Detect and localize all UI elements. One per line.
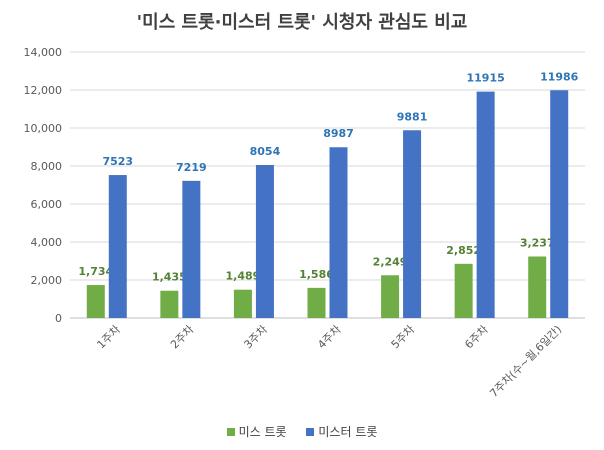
bar-series-2: [476, 91, 495, 319]
legend-swatch-series-1: [226, 428, 235, 436]
data-label-series-1: 1,586: [299, 268, 334, 281]
legend-label-series-1: 미스 트롯: [238, 425, 287, 439]
y-tick-label: 14,000: [24, 46, 63, 59]
y-tick-label: 0: [55, 312, 62, 325]
data-label-series-1: 1,489: [226, 270, 261, 283]
data-label-series-2: 11986: [540, 70, 579, 83]
legend-item-series-2: 미스터 트롯: [306, 423, 377, 440]
legend-item-series-1: 미스 트롯: [226, 423, 287, 440]
x-tick-label: 3주차: [242, 323, 270, 351]
bar-series-2: [255, 164, 274, 318]
y-tick-label: 6,000: [31, 198, 63, 211]
legend-label-series-2: 미스터 트롯: [318, 425, 378, 439]
y-tick-label: 10,000: [24, 122, 63, 135]
bar-series-1: [86, 285, 105, 318]
bar-series-2: [550, 90, 569, 319]
bar-series-2: [108, 175, 127, 318]
data-label-series-1: 2,249: [373, 255, 408, 268]
y-tick-label: 2,000: [31, 274, 63, 287]
data-label-series-1: 3,237: [520, 236, 555, 249]
x-tick-label: 5주차: [389, 323, 417, 351]
data-label-series-2: 7219: [176, 161, 207, 174]
legend: 미스 트롯 미스터 트롯: [0, 423, 604, 440]
x-tick-label: 4주차: [315, 323, 343, 351]
data-label-series-2: 8987: [323, 127, 354, 140]
bar-series-1: [381, 275, 400, 318]
x-tick-label: 6주차: [462, 323, 490, 351]
data-label-series-2: 7523: [102, 155, 133, 168]
data-label-series-2: 8054: [250, 145, 281, 158]
legend-swatch-series-2: [306, 428, 315, 436]
x-tick-label: 1주차: [94, 323, 122, 351]
bar-series-1: [454, 263, 473, 318]
data-label-series-1: 1,734: [78, 265, 113, 278]
data-label-series-2: 9881: [397, 110, 428, 123]
data-label-series-1: 2,852: [446, 244, 481, 257]
y-tick-label: 4,000: [31, 236, 63, 249]
bar-series-1: [528, 256, 547, 318]
bar-series-1: [233, 289, 252, 318]
bar-series-2: [329, 147, 348, 318]
data-label-series-2: 11915: [467, 72, 505, 85]
x-tick-label: 2주차: [168, 323, 196, 351]
y-tick-label: 8,000: [31, 160, 63, 173]
y-tick-label: 12,000: [24, 84, 63, 97]
x-tick-label: 7주차(수~월,6일간): [487, 322, 565, 400]
bar-series-2: [182, 180, 201, 318]
chart-title: '미스 트롯·미스터 트롯' 시청자 관심도 비교: [136, 12, 468, 33]
data-label-series-1: 1,435: [152, 271, 187, 284]
bar-series-2: [403, 130, 422, 318]
bar-series-1: [307, 287, 326, 318]
bar-series-1: [160, 290, 179, 318]
